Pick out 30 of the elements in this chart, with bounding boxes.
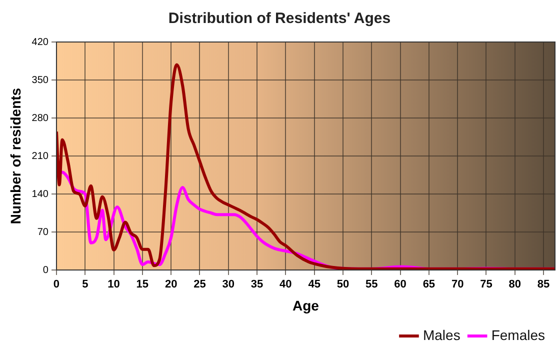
- legend-label: Males: [422, 326, 460, 343]
- y-tick-label: 210: [32, 150, 49, 162]
- y-tick-label: 140: [32, 188, 49, 200]
- x-tick-label: 45: [308, 278, 320, 291]
- x-tick-label: 5: [82, 278, 88, 291]
- y-axis-title: Number of residents: [7, 88, 24, 224]
- x-tick-label: 35: [250, 278, 264, 291]
- legend-label: Females: [491, 326, 546, 343]
- x-tick-label: 65: [422, 278, 436, 291]
- x-tick-label: 30: [222, 278, 235, 291]
- x-tick-label: 40: [280, 278, 292, 291]
- x-tick-label: 20: [164, 278, 178, 291]
- x-tick-label: 75: [480, 278, 492, 291]
- y-tick-label: 0: [42, 264, 49, 276]
- x-axis-title: Age: [292, 297, 320, 314]
- x-tick-label: 10: [108, 278, 120, 291]
- y-tick-label: 350: [32, 74, 49, 86]
- chart-title: Distribution of Residents' Ages: [168, 10, 391, 28]
- x-tick-label: 80: [508, 278, 522, 291]
- x-tick-label: 60: [394, 278, 406, 291]
- x-tick-label: 50: [336, 278, 350, 291]
- x-tick-label: 25: [194, 278, 206, 291]
- x-tick-label: 15: [136, 278, 149, 291]
- y-tick-label: 420: [32, 36, 49, 48]
- x-tick-label: 0: [53, 278, 60, 291]
- x-tick-label: 85: [537, 278, 550, 291]
- y-tick-label: 280: [32, 112, 49, 124]
- x-tick-label: 55: [366, 278, 378, 291]
- x-tick-label: 70: [451, 278, 464, 291]
- y-tick-label: 70: [37, 226, 49, 238]
